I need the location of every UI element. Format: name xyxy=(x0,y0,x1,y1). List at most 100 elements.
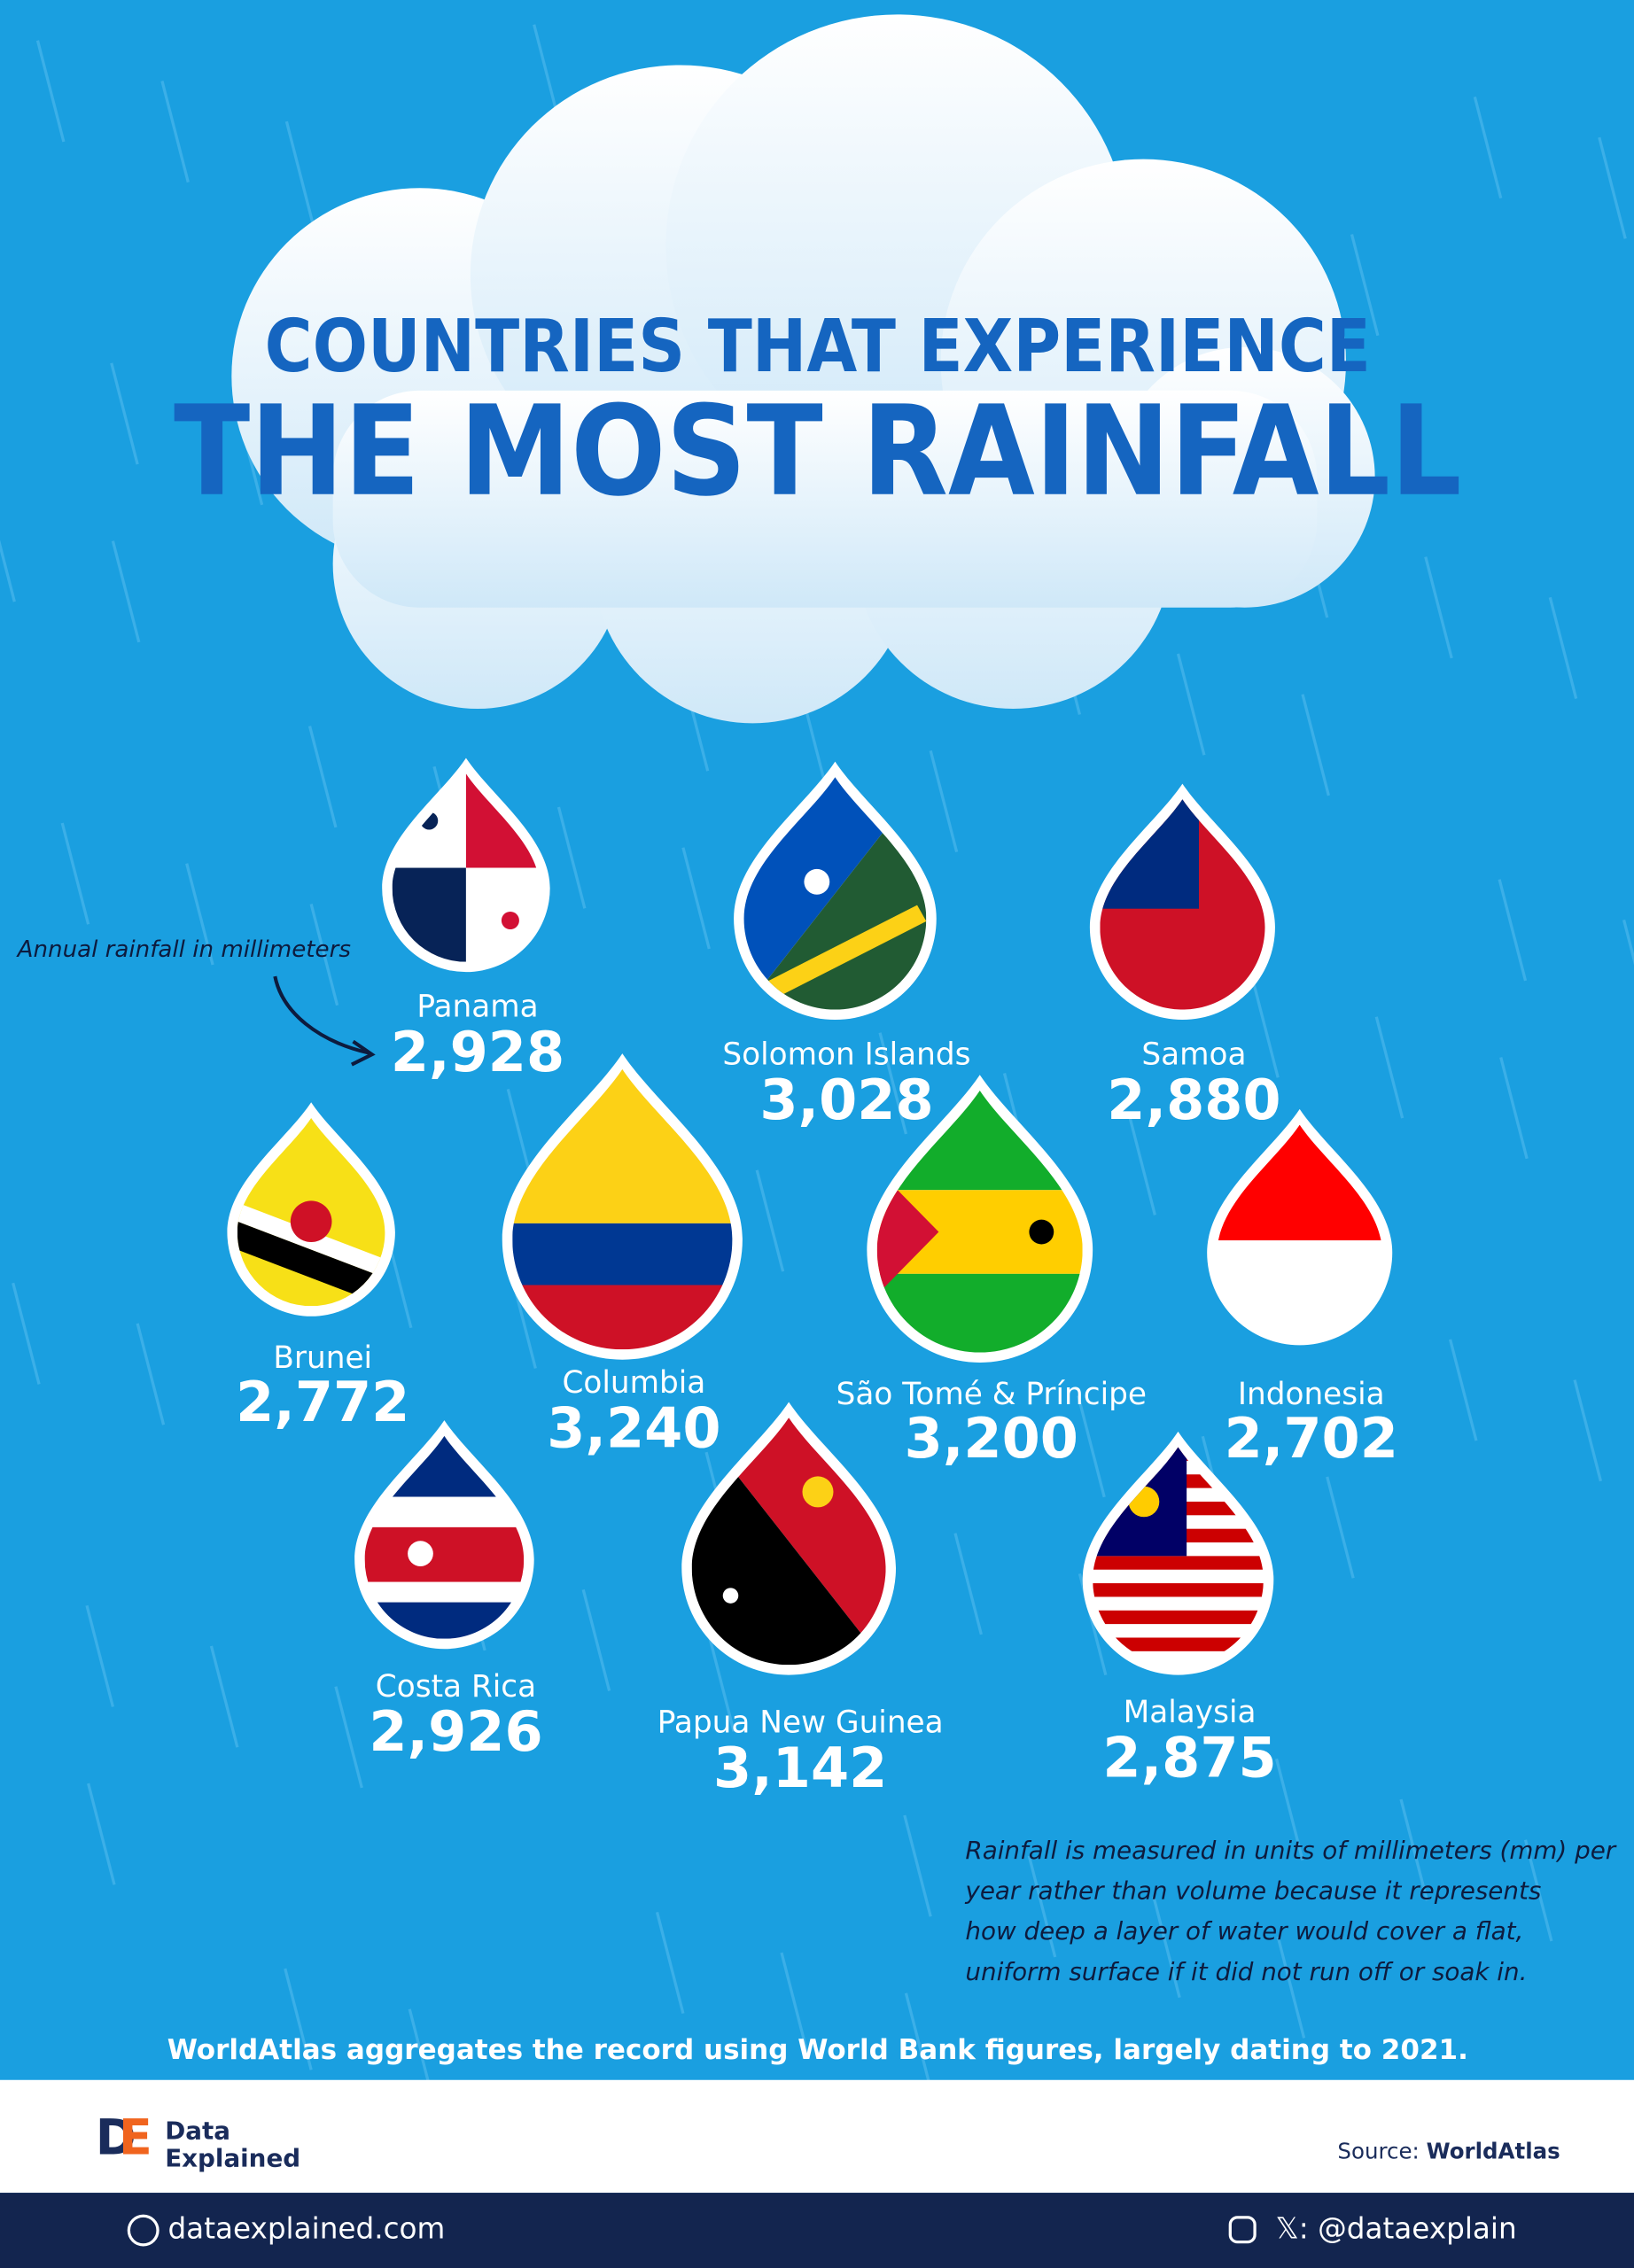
rain-streak xyxy=(1274,1758,1304,1860)
rain-streak xyxy=(1326,1476,1355,1579)
rain-streak xyxy=(903,1814,932,1917)
rain-streak xyxy=(85,1604,114,1707)
rain-streak xyxy=(581,1588,611,1691)
rain-streak xyxy=(755,1169,785,1272)
flag-part xyxy=(876,1169,939,1295)
country-name: Brunei xyxy=(273,1340,372,1376)
handle: 𝕏: @dataexplain xyxy=(1275,2212,1516,2246)
rain-streak xyxy=(1350,234,1380,337)
rain-streak xyxy=(307,726,338,828)
country-name: Costa Rica xyxy=(376,1669,536,1705)
brand-line-2: Explained xyxy=(165,2144,300,2173)
flag-part xyxy=(408,1541,433,1566)
flag-part xyxy=(364,1526,525,1582)
rain-streak xyxy=(1250,975,1280,1078)
flag-part xyxy=(364,1496,525,1527)
rainfall-value: 3,028 xyxy=(759,1068,933,1132)
title-line-1: COUNTRIES THAT EXPERIENCE xyxy=(265,305,1371,389)
rainfall-value: 2,772 xyxy=(236,1370,409,1434)
flag-part xyxy=(1093,1556,1264,1570)
rain-streak xyxy=(60,822,90,925)
rain-streak xyxy=(929,750,959,853)
country-name: Columbia xyxy=(562,1365,705,1401)
country-name: Indonesia xyxy=(1238,1377,1385,1412)
website: dataexplained.com xyxy=(167,2212,445,2246)
rain-streak xyxy=(655,1911,685,2015)
drop xyxy=(681,1402,897,1675)
globe-icon xyxy=(127,2214,160,2247)
rainfall-value: 2,702 xyxy=(1225,1406,1398,1471)
note-line: how deep a layer of water would cover a … xyxy=(965,1916,1523,1946)
rain-streak xyxy=(878,1032,908,1135)
flag-part xyxy=(802,1476,834,1508)
note-line: uniform surface if it did not run off or… xyxy=(965,1957,1527,1986)
source-label: Source: xyxy=(1337,2138,1419,2163)
cloud xyxy=(231,14,1375,724)
rain-streak xyxy=(334,1686,363,1789)
flag xyxy=(691,1418,886,1666)
rain-streak xyxy=(12,1282,41,1385)
rain-streak xyxy=(780,1952,809,2054)
rain-streak xyxy=(0,540,16,602)
rainfall-value: 2,926 xyxy=(369,1699,542,1764)
rain-streak xyxy=(110,362,139,465)
rain-streak xyxy=(1499,1057,1529,1160)
rain-streak xyxy=(1573,1379,1603,1482)
note-line: Rainfall is measured in units of millime… xyxy=(965,1836,1616,1865)
rain-streak xyxy=(1276,1936,1306,2039)
country-name: Panama xyxy=(416,989,538,1024)
rain-streak xyxy=(681,847,711,950)
country-name: Malaysia xyxy=(1124,1695,1257,1730)
flag-part xyxy=(1029,1219,1054,1245)
rainfall-value: 3,200 xyxy=(905,1406,1078,1471)
drop xyxy=(1207,1108,1393,1346)
flag-part xyxy=(290,1200,332,1243)
flag-part xyxy=(1093,1637,1264,1651)
rain-streak xyxy=(185,863,214,966)
annotation-arrow xyxy=(273,975,370,1055)
rain-streak xyxy=(1399,1798,1429,1901)
rainfall-value: 2,880 xyxy=(1107,1068,1280,1132)
flag-part xyxy=(743,905,927,1010)
flag-part xyxy=(804,868,830,895)
social-bar xyxy=(0,2193,1634,2268)
source: Source: WorldAtlas xyxy=(1337,2138,1560,2163)
flag-part xyxy=(512,1223,733,1285)
rain-streak xyxy=(1027,1855,1057,1958)
country-name: São Tomé & Príncipe xyxy=(836,1377,1147,1412)
rainfall-value: 3,240 xyxy=(547,1395,720,1460)
instagram-icon xyxy=(1228,2216,1257,2244)
flag-part xyxy=(501,912,519,929)
rain-streak xyxy=(1424,556,1453,659)
country-name: Papua New Guinea xyxy=(657,1705,944,1741)
rain-streak xyxy=(1598,136,1627,239)
rain-streak xyxy=(284,1968,313,2070)
arrow-head xyxy=(350,1039,376,1067)
footer-text: WorldAtlas aggregates the record using W… xyxy=(167,2034,1468,2066)
note-line: year rather than volume because it repre… xyxy=(964,1876,1541,1906)
flag-part xyxy=(364,1581,525,1603)
flag-part xyxy=(691,1418,886,1666)
rain-streak xyxy=(87,1783,116,1885)
flag-part xyxy=(1093,1610,1264,1625)
rain-streak xyxy=(556,806,587,909)
rain-streak xyxy=(209,1645,239,1748)
rainfall-value: 2,928 xyxy=(391,1020,564,1084)
rain-streak xyxy=(1622,919,1634,966)
rain-streak xyxy=(904,1992,934,2095)
rain-streak xyxy=(160,81,190,183)
brand-line-1: Data xyxy=(165,2117,230,2146)
svg-text:D: D xyxy=(96,2109,136,2166)
country-name: Solomon Islands xyxy=(722,1037,970,1072)
rainfall-value: 2,875 xyxy=(1102,1726,1276,1790)
drop xyxy=(734,761,937,1021)
annotation: Annual rainfall in millimeters xyxy=(16,936,352,963)
rainfall-value: 3,142 xyxy=(713,1736,887,1800)
flag xyxy=(876,1090,1083,1353)
flag-part xyxy=(237,1221,385,1307)
flag-part xyxy=(1093,1583,1264,1597)
rain-streak xyxy=(284,120,315,223)
